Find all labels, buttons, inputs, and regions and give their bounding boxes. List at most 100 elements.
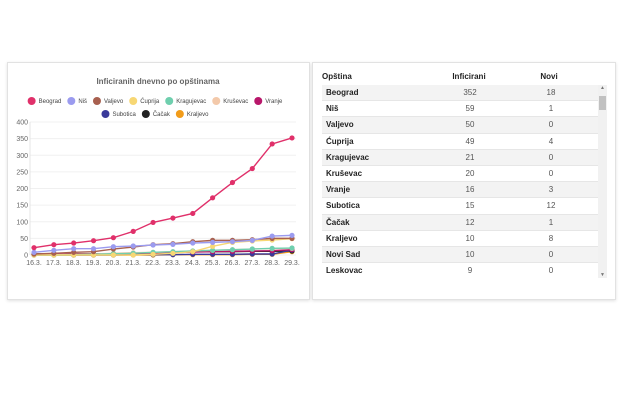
legend-label: Čačak xyxy=(153,111,171,118)
table-body[interactable]: Beograd 352 18 Niš 59 1 Valjevo 50 0 Ćuprija 49 4 Kr… xyxy=(322,85,598,278)
cell-inficirani: 49 xyxy=(465,136,475,146)
legend-label: Kraljevo xyxy=(187,112,209,118)
legend-label: Kragujevac xyxy=(176,99,206,105)
data-point xyxy=(229,239,236,245)
data-point xyxy=(110,252,116,258)
cell-novi: 18 xyxy=(546,88,556,98)
line-chart: Inficiranih dnevno po opštinama Beograd Ni… xyxy=(16,77,300,267)
x-tick-label: 28.3. xyxy=(264,260,280,267)
legend-label: Ćuprija xyxy=(140,98,160,105)
cell-opstina: Kraljevo xyxy=(326,233,358,243)
legend-marker xyxy=(175,110,184,118)
data-point xyxy=(269,233,275,239)
cell-novi: 0 xyxy=(548,249,554,259)
table-row[interactable]: Novi Sad 10 0 xyxy=(322,246,598,264)
cell-inficirani: 10 xyxy=(465,249,475,259)
table-row[interactable]: Leskovac 9 0 xyxy=(322,263,598,278)
data-point xyxy=(210,195,216,201)
table-row[interactable]: Niš 59 1 xyxy=(322,101,598,118)
y-tick-label: 300 xyxy=(16,153,28,160)
data-point xyxy=(289,245,295,251)
x-tick-label: 19.3. xyxy=(86,260,102,267)
y-tick-label: 400 xyxy=(16,120,28,127)
cell-opstina: Niš xyxy=(326,104,339,114)
data-point xyxy=(269,245,275,251)
cell-opstina: Vranje xyxy=(326,185,351,195)
table-row[interactable]: Čačak 12 1 xyxy=(322,214,598,231)
table-row[interactable]: Kruševac 20 0 xyxy=(322,166,598,183)
data-point xyxy=(150,242,156,248)
data-point xyxy=(249,165,255,172)
table-row[interactable]: Kragujevac 21 0 xyxy=(322,149,598,166)
cell-inficirani: 59 xyxy=(465,104,475,114)
scroll-up-icon[interactable]: ▲ xyxy=(600,85,605,91)
cell-inficirani: 10 xyxy=(465,233,475,243)
legend-marker xyxy=(165,97,174,105)
chart-title: Inficiranih dnevno po opštinama xyxy=(96,77,220,86)
scrollbar[interactable]: ▲ ▼ xyxy=(598,85,607,278)
legend-label: Niš xyxy=(78,99,87,105)
data-point xyxy=(130,252,136,258)
data-point xyxy=(249,246,255,252)
table-row[interactable]: Kraljevo 10 8 xyxy=(322,231,598,247)
cell-novi: 8 xyxy=(548,233,554,243)
x-tick-label: 26.3. xyxy=(225,260,241,267)
cell-inficirani: 20 xyxy=(465,169,475,179)
legend-marker xyxy=(254,97,263,105)
table-row[interactable]: Subotica 15 12 xyxy=(322,198,598,215)
y-tick-label: 350 xyxy=(16,136,28,143)
data-point xyxy=(71,249,77,255)
cell-inficirani: 21 xyxy=(465,152,475,162)
table-row[interactable]: Beograd 352 18 xyxy=(322,85,598,102)
y-tick-label: 150 xyxy=(16,203,28,210)
data-point xyxy=(110,235,116,241)
table-card: Opština Inficirani Novi Beograd 352 18 Niš 5… xyxy=(312,62,616,300)
data-point xyxy=(170,241,176,247)
cell-inficirani: 9 xyxy=(467,266,473,276)
table-header: Opština Inficirani Novi xyxy=(322,72,602,81)
x-tick-label: 23.3. xyxy=(165,260,181,267)
legend-label: Valjevo xyxy=(104,99,124,105)
data-point xyxy=(170,250,176,256)
data-point xyxy=(130,243,136,249)
legend-label: Kruševac xyxy=(223,99,248,105)
cell-novi: 3 xyxy=(548,185,554,195)
legend-marker xyxy=(129,97,138,105)
scroll-down-icon[interactable]: ▼ xyxy=(600,272,605,278)
scrollbar-thumb[interactable] xyxy=(599,96,606,110)
data-point xyxy=(190,240,196,246)
data-point xyxy=(269,141,275,147)
x-tick-label: 16.3. xyxy=(26,260,42,267)
data-point xyxy=(170,215,176,221)
table-row[interactable]: Vranje 16 3 xyxy=(322,182,598,199)
cell-inficirani: 12 xyxy=(465,217,475,227)
data-point xyxy=(229,247,236,253)
data-point xyxy=(51,242,57,248)
data-point xyxy=(210,239,216,245)
x-tick-label: 29.3. xyxy=(284,260,300,267)
header-novi: Novi xyxy=(540,72,558,81)
data-point xyxy=(90,246,97,252)
cell-opstina: Leskovac xyxy=(326,266,363,276)
legend-marker xyxy=(27,97,36,105)
header-opstina: Opština xyxy=(322,72,352,81)
legend-marker xyxy=(212,97,221,105)
legend-marker xyxy=(141,110,150,118)
data-point xyxy=(130,228,136,234)
table-row[interactable]: Ćuprija 49 4 xyxy=(322,134,598,150)
cell-opstina: Novi Sad xyxy=(326,249,361,259)
data-point xyxy=(249,237,255,243)
data-point xyxy=(190,249,196,255)
data-point xyxy=(31,249,37,255)
cell-novi: 0 xyxy=(548,266,554,276)
data-point xyxy=(210,247,216,253)
legend-marker xyxy=(67,97,76,105)
y-tick-label: 200 xyxy=(16,186,28,193)
cell-inficirani: 16 xyxy=(465,185,475,195)
data-point xyxy=(71,240,77,246)
data-point xyxy=(190,210,196,217)
cell-opstina: Kruševac xyxy=(326,169,363,179)
cell-inficirani: 15 xyxy=(465,201,475,211)
table-row[interactable]: Valjevo 50 0 xyxy=(322,117,598,134)
cell-opstina: Čačak xyxy=(326,217,350,227)
